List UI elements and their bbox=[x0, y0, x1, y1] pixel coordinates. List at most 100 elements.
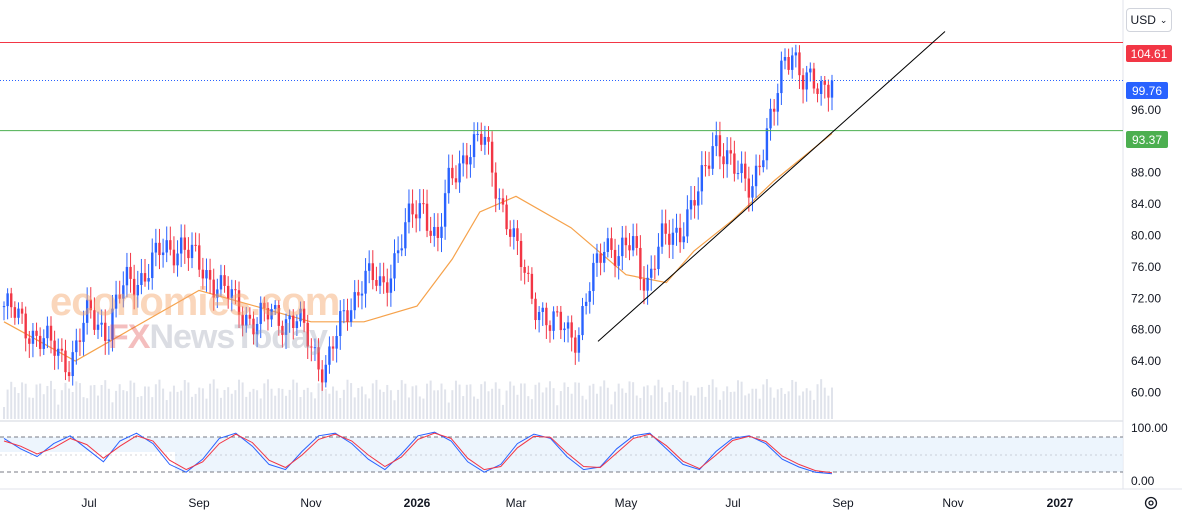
time-tick-label: Sep bbox=[832, 496, 854, 510]
volume-bar bbox=[552, 388, 555, 419]
volume-bar bbox=[303, 389, 306, 419]
volume-bar bbox=[823, 387, 826, 419]
candle-body bbox=[693, 200, 696, 206]
volume-bar bbox=[411, 386, 414, 419]
candle-body bbox=[255, 323, 259, 335]
candle-body bbox=[754, 165, 758, 187]
volume-bar bbox=[498, 388, 501, 419]
volume-bar bbox=[534, 384, 537, 419]
candle-body bbox=[798, 52, 801, 76]
time-tick-label: Mar bbox=[506, 496, 527, 510]
candle-body bbox=[776, 93, 779, 112]
volume-bar bbox=[436, 390, 439, 419]
candle-body bbox=[17, 308, 20, 318]
volume-bar bbox=[603, 380, 606, 419]
candle-body bbox=[67, 372, 71, 377]
candle-body bbox=[13, 307, 17, 318]
volume-bar bbox=[563, 382, 566, 419]
candle-body bbox=[436, 226, 440, 238]
volume-bar bbox=[451, 390, 454, 419]
volume-bar bbox=[458, 384, 461, 419]
svg-text:104.61: 104.61 bbox=[1131, 47, 1168, 61]
volume-bar bbox=[679, 392, 682, 419]
candle-body bbox=[245, 314, 248, 326]
candle-body bbox=[96, 324, 100, 330]
volume-bar bbox=[653, 385, 656, 419]
candle-body bbox=[367, 263, 371, 271]
volume-bar bbox=[780, 387, 783, 419]
candle-body bbox=[765, 128, 769, 161]
candle-body bbox=[20, 308, 24, 314]
candle-body bbox=[360, 293, 364, 296]
volume-bar bbox=[404, 383, 407, 419]
candle-body bbox=[212, 279, 215, 298]
candle-body bbox=[317, 347, 320, 370]
candle-body bbox=[266, 307, 270, 320]
candlesticks bbox=[2, 44, 834, 391]
candle-body bbox=[349, 310, 353, 322]
candle-body bbox=[295, 321, 299, 329]
volume-bar bbox=[346, 379, 349, 419]
time-tick-label: May bbox=[615, 496, 638, 510]
currency-select[interactable]: USD ⌄ bbox=[1126, 8, 1172, 32]
volume-bar bbox=[57, 404, 60, 419]
candle-body bbox=[588, 291, 591, 302]
volume-bar bbox=[115, 390, 118, 419]
candle-body bbox=[480, 133, 483, 145]
candle-body bbox=[566, 322, 570, 329]
volume-bar bbox=[357, 388, 360, 419]
candle-body bbox=[57, 348, 60, 356]
candle-body bbox=[230, 289, 233, 299]
candle-body bbox=[830, 80, 834, 98]
volume-bar bbox=[397, 389, 400, 419]
candle-body bbox=[592, 262, 595, 292]
volume-bar bbox=[60, 390, 63, 419]
volume-bar bbox=[328, 393, 331, 419]
resistance-price-label: 104.61 bbox=[1126, 45, 1172, 62]
time-tick-label: Jul bbox=[81, 496, 96, 510]
volume-bar bbox=[248, 391, 251, 419]
price-axis: 60.00 64.00 68.00 72.00 76.00 80.00 84.00 88.00… bbox=[1131, 103, 1161, 399]
volume-bar bbox=[592, 383, 595, 419]
settings-button[interactable] bbox=[1142, 494, 1160, 512]
volume-bar bbox=[238, 379, 241, 419]
candle-body bbox=[621, 237, 624, 257]
volume-bar bbox=[762, 384, 765, 419]
candle-body bbox=[686, 209, 689, 237]
volume-bar bbox=[50, 380, 53, 419]
candle-body bbox=[816, 88, 819, 94]
volume-bar bbox=[726, 386, 729, 419]
candle-body bbox=[299, 308, 302, 322]
volume-bar bbox=[310, 392, 313, 419]
volume-bar bbox=[454, 380, 457, 419]
time-tick-label: Jul bbox=[725, 496, 740, 510]
volume-bar bbox=[740, 381, 743, 419]
volume-bar bbox=[234, 390, 237, 419]
candle-body bbox=[443, 193, 447, 227]
candle-body bbox=[407, 203, 411, 223]
volume-bar bbox=[295, 382, 298, 419]
volume-bar bbox=[487, 391, 490, 419]
volume-bar bbox=[375, 379, 378, 419]
candle-body bbox=[715, 135, 718, 147]
price-tick-label: 60.00 bbox=[1131, 385, 1161, 399]
volume-bar bbox=[158, 379, 161, 419]
candle-body bbox=[6, 293, 9, 307]
volume-bar bbox=[433, 390, 436, 419]
volume-bar bbox=[429, 380, 432, 419]
candle-body bbox=[472, 134, 476, 158]
volume-bar bbox=[183, 380, 186, 419]
candle-body bbox=[248, 314, 252, 319]
candle-body bbox=[458, 163, 461, 183]
volume-bar bbox=[809, 390, 812, 419]
candle-body bbox=[49, 325, 53, 341]
volume-bar bbox=[628, 381, 631, 419]
volume-bar bbox=[418, 396, 421, 419]
candle-body bbox=[324, 364, 327, 383]
candle-body bbox=[100, 322, 103, 325]
volume-bar bbox=[617, 383, 620, 419]
stochastic-axis-top: 100.00 bbox=[1131, 421, 1168, 435]
candle-body bbox=[548, 325, 552, 331]
candle-body bbox=[465, 155, 469, 165]
